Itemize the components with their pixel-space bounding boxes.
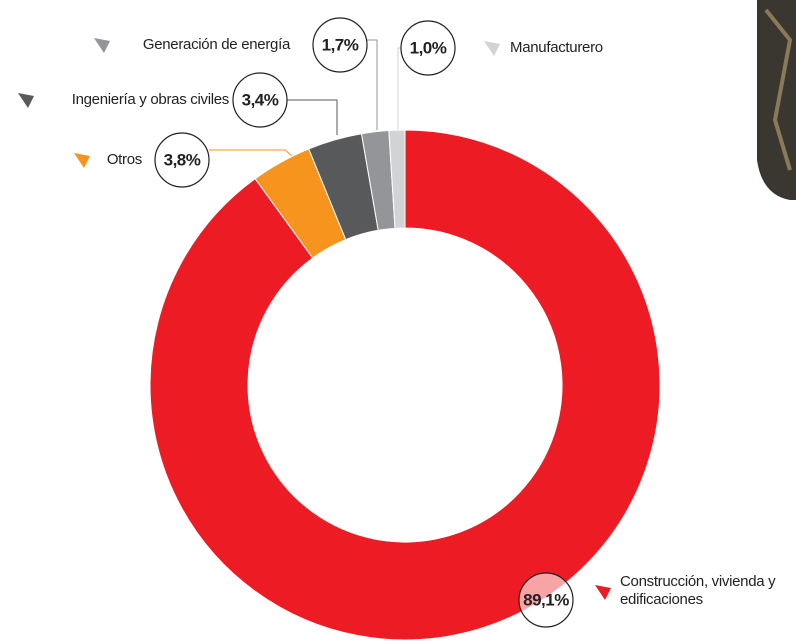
value-badge	[312, 17, 368, 73]
photo-detail	[764, 8, 793, 171]
photo	[757, 0, 796, 200]
value-badge	[518, 572, 574, 628]
legend-icon	[595, 585, 611, 600]
leader-line	[367, 39, 378, 130]
value-label: 3,4%	[242, 90, 279, 109]
legend-icon	[94, 38, 110, 53]
leader-line	[397, 47, 401, 130]
legend-label: Generación de energía	[142, 36, 290, 53]
legend-icon	[484, 41, 500, 56]
legend-label: Manufacturero	[510, 39, 603, 56]
donut-slice	[388, 129, 406, 229]
value-label: 89,1%	[523, 590, 569, 609]
leader-line	[287, 99, 338, 135]
value-badge	[232, 72, 288, 128]
legend-label: Ingeniería y obras civiles	[71, 91, 230, 108]
value-badge	[154, 132, 210, 188]
value-badge	[400, 20, 456, 76]
leader-line	[209, 149, 293, 157]
value-label: 3,8%	[164, 150, 201, 169]
value-label: 1,0%	[410, 38, 447, 57]
value-label: 1,7%	[322, 35, 359, 54]
legend-icon	[18, 93, 34, 108]
legend-label: Otros	[106, 151, 142, 168]
donut-slice	[149, 129, 661, 641]
legend-icon	[74, 153, 90, 168]
legend-label: Construcción, vivienda y edificaciones	[620, 573, 776, 608]
